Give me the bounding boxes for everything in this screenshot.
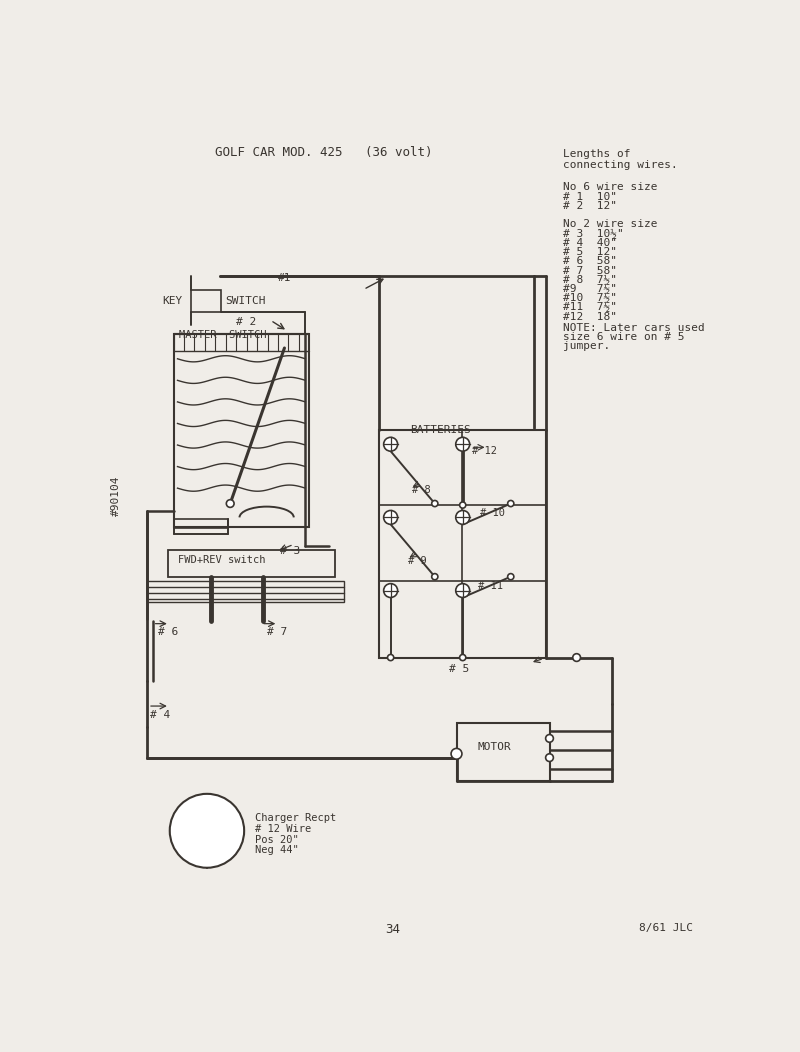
Text: # 8  7½": # 8 7½" — [563, 275, 618, 285]
Text: # 6  58": # 6 58" — [563, 257, 618, 266]
Text: GOLF CAR MOD. 425   (36 volt): GOLF CAR MOD. 425 (36 volt) — [214, 146, 432, 159]
Text: # 9: # 9 — [409, 555, 427, 566]
Circle shape — [384, 510, 398, 524]
Text: # 12: # 12 — [472, 446, 497, 456]
Text: # 12 Wire: # 12 Wire — [255, 824, 311, 834]
Text: # 5: # 5 — [449, 664, 469, 673]
Text: #11  7½": #11 7½" — [563, 303, 618, 312]
Text: # 5  12": # 5 12" — [563, 247, 618, 257]
Text: # 2  12": # 2 12" — [563, 201, 618, 211]
Text: # 7  58": # 7 58" — [563, 265, 618, 276]
Circle shape — [459, 502, 466, 508]
Text: Charger Recpt: Charger Recpt — [255, 813, 336, 823]
Text: 34: 34 — [386, 924, 401, 936]
Text: #10  7½": #10 7½" — [563, 294, 618, 303]
Circle shape — [546, 734, 554, 743]
Circle shape — [508, 573, 514, 580]
Circle shape — [459, 654, 466, 661]
Text: No 6 wire size: No 6 wire size — [563, 182, 658, 191]
Text: SWITCH: SWITCH — [226, 296, 266, 306]
Text: #9   7½": #9 7½" — [563, 284, 618, 295]
Text: # 8: # 8 — [411, 485, 430, 495]
Text: No 2 wire size: No 2 wire size — [563, 220, 658, 229]
Text: 8/61 JLC: 8/61 JLC — [638, 924, 693, 933]
Text: MOTOR: MOTOR — [478, 743, 511, 752]
Bar — [379, 430, 546, 658]
Circle shape — [170, 794, 244, 868]
Bar — [174, 519, 228, 528]
Text: jumper.: jumper. — [563, 341, 610, 351]
Circle shape — [384, 438, 398, 451]
Text: # 6: # 6 — [158, 627, 178, 636]
Text: # 1  10": # 1 10" — [563, 191, 618, 202]
Text: #1: #1 — [278, 272, 292, 283]
Text: # 11: # 11 — [478, 581, 503, 590]
Text: connecting wires.: connecting wires. — [563, 160, 678, 170]
Circle shape — [387, 654, 394, 661]
Text: Neg 44": Neg 44" — [255, 846, 298, 855]
Circle shape — [456, 584, 470, 598]
Circle shape — [432, 573, 438, 580]
Text: MASTER  SWITCH: MASTER SWITCH — [179, 330, 266, 340]
Bar — [457, 723, 550, 781]
Text: NOTE: Later cars used: NOTE: Later cars used — [563, 323, 706, 332]
Bar — [146, 581, 344, 602]
Circle shape — [456, 438, 470, 451]
Text: # 2: # 2 — [236, 318, 256, 327]
Bar — [191, 290, 221, 311]
Circle shape — [226, 500, 234, 507]
Text: # 7: # 7 — [266, 627, 287, 636]
Circle shape — [508, 501, 514, 507]
Text: BATTERIES: BATTERIES — [410, 425, 470, 434]
Circle shape — [432, 501, 438, 507]
Circle shape — [451, 748, 462, 760]
Bar — [168, 550, 335, 576]
Text: FWD+REV switch: FWD+REV switch — [178, 555, 265, 565]
Text: # 4  40": # 4 40" — [563, 238, 618, 248]
Circle shape — [456, 510, 470, 524]
Text: #90104: #90104 — [110, 476, 121, 517]
Circle shape — [384, 584, 398, 598]
Text: size 6 wire on # 5: size 6 wire on # 5 — [563, 331, 685, 342]
Circle shape — [546, 754, 554, 762]
Bar — [174, 335, 310, 527]
Circle shape — [573, 653, 581, 662]
Text: # 3: # 3 — [280, 546, 300, 555]
Text: Pos 20": Pos 20" — [255, 834, 298, 845]
Text: #12  18": #12 18" — [563, 311, 618, 322]
Text: # 4: # 4 — [150, 710, 170, 720]
Text: Lengths of: Lengths of — [563, 149, 631, 159]
Text: # 10: # 10 — [480, 508, 505, 519]
Text: # 3  10½": # 3 10½" — [563, 228, 624, 239]
Text: KEY: KEY — [162, 296, 182, 306]
